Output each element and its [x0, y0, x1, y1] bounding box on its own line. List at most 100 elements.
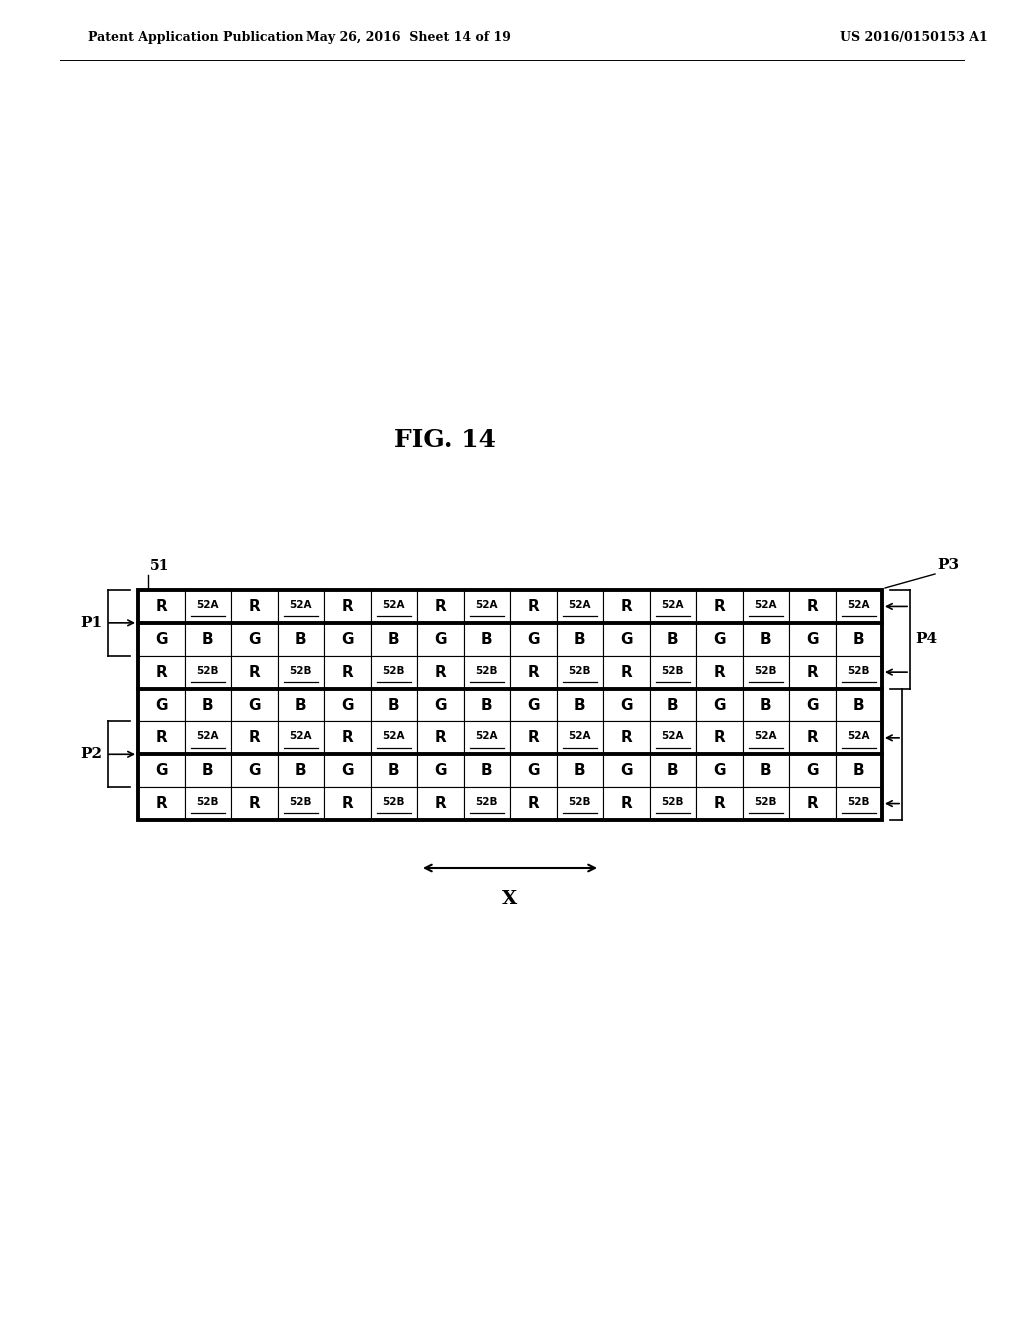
Text: G: G — [620, 763, 633, 779]
Bar — [556, 722, 603, 754]
Text: R: R — [806, 665, 818, 680]
Bar — [184, 689, 231, 722]
Text: R: R — [527, 665, 539, 680]
Bar — [649, 656, 696, 689]
Bar — [324, 754, 371, 787]
Bar — [556, 623, 603, 656]
Text: B: B — [573, 697, 586, 713]
Text: 52A: 52A — [383, 731, 406, 742]
Text: R: R — [527, 796, 539, 810]
Bar — [510, 754, 556, 787]
Text: 52B: 52B — [383, 797, 406, 807]
Bar — [231, 656, 278, 689]
Bar — [138, 754, 184, 787]
Bar — [742, 787, 790, 820]
Bar — [417, 689, 464, 722]
Text: G: G — [248, 763, 260, 779]
Bar — [417, 656, 464, 689]
Text: R: R — [714, 665, 725, 680]
Bar — [510, 623, 556, 656]
Bar — [371, 656, 417, 689]
Bar — [742, 623, 790, 656]
Text: B: B — [760, 697, 771, 713]
Bar — [417, 754, 464, 787]
Text: 52A: 52A — [755, 731, 777, 742]
Text: G: G — [806, 632, 818, 647]
Text: B: B — [481, 632, 493, 647]
Bar — [510, 590, 556, 623]
Bar — [603, 754, 649, 787]
Bar — [371, 722, 417, 754]
Text: R: R — [341, 796, 353, 810]
Text: G: G — [527, 632, 540, 647]
Text: G: G — [248, 697, 260, 713]
Text: G: G — [620, 697, 633, 713]
Bar — [603, 623, 649, 656]
Bar — [696, 722, 742, 754]
Bar — [603, 722, 649, 754]
Text: 52A: 52A — [475, 731, 498, 742]
Bar — [696, 656, 742, 689]
Text: 52B: 52B — [568, 797, 591, 807]
Text: R: R — [156, 599, 167, 614]
Text: 52B: 52B — [197, 797, 219, 807]
Text: 52B: 52B — [568, 665, 591, 676]
Bar — [371, 689, 417, 722]
Bar — [464, 590, 510, 623]
Bar — [324, 787, 371, 820]
Bar — [510, 787, 556, 820]
Bar — [649, 754, 696, 787]
Text: 52B: 52B — [662, 665, 684, 676]
Bar — [556, 689, 603, 722]
Text: 52B: 52B — [383, 665, 406, 676]
Text: B: B — [481, 763, 493, 779]
Text: R: R — [434, 730, 446, 746]
Bar — [278, 689, 324, 722]
Bar — [790, 689, 836, 722]
Text: G: G — [434, 632, 446, 647]
Text: 52B: 52B — [662, 797, 684, 807]
Bar — [184, 722, 231, 754]
Bar — [742, 656, 790, 689]
Bar — [603, 656, 649, 689]
Bar — [138, 623, 184, 656]
Bar — [790, 623, 836, 656]
Text: R: R — [249, 599, 260, 614]
Bar — [836, 623, 882, 656]
Bar — [510, 722, 556, 754]
Text: 52B: 52B — [290, 797, 312, 807]
Text: 52A: 52A — [568, 599, 591, 610]
Bar — [556, 656, 603, 689]
Text: 52A: 52A — [383, 599, 406, 610]
Text: G: G — [155, 763, 168, 779]
Text: 52A: 52A — [197, 731, 219, 742]
Bar — [790, 590, 836, 623]
Bar — [371, 787, 417, 820]
Bar — [324, 590, 371, 623]
Text: B: B — [667, 632, 679, 647]
Bar — [649, 623, 696, 656]
Bar — [464, 754, 510, 787]
Text: G: G — [434, 697, 446, 713]
Text: G: G — [341, 697, 353, 713]
Text: G: G — [713, 763, 725, 779]
Bar — [278, 787, 324, 820]
Bar — [278, 590, 324, 623]
Text: R: R — [621, 730, 632, 746]
Bar — [184, 590, 231, 623]
Text: R: R — [621, 599, 632, 614]
Text: B: B — [202, 763, 214, 779]
Text: R: R — [249, 796, 260, 810]
Bar — [742, 754, 790, 787]
Text: 52B: 52B — [197, 665, 219, 676]
Text: R: R — [341, 665, 353, 680]
Bar — [696, 590, 742, 623]
Text: B: B — [388, 697, 399, 713]
Text: G: G — [620, 632, 633, 647]
Bar — [649, 787, 696, 820]
Text: 52B: 52B — [755, 665, 777, 676]
Bar — [278, 656, 324, 689]
Bar — [510, 689, 556, 722]
Text: R: R — [156, 730, 167, 746]
Text: 52A: 52A — [475, 599, 498, 610]
